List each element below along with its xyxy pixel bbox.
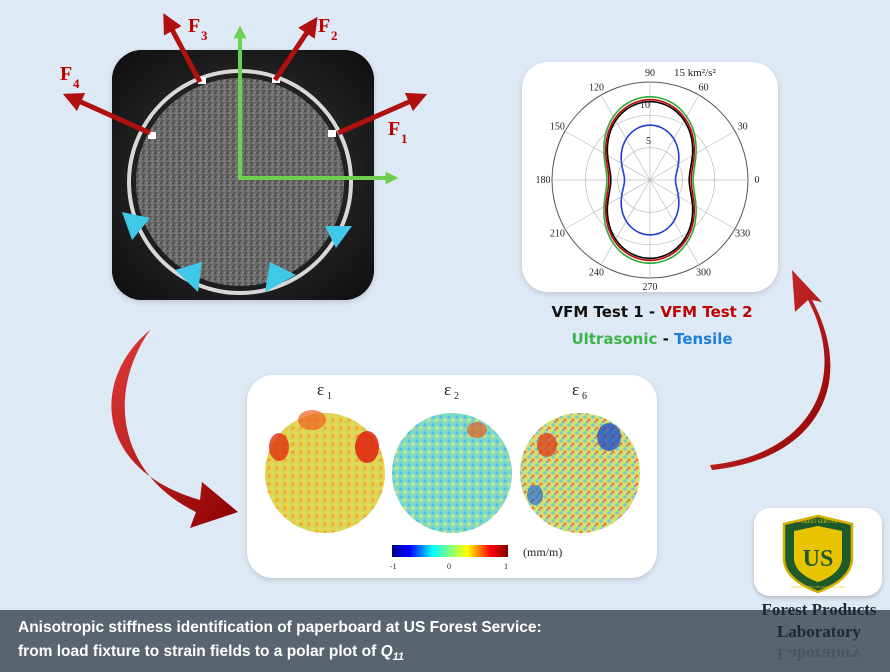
svg-text:2: 2 [454,391,459,402]
arrow-strain-to-polar [710,270,831,470]
legend-ultrasonic: Ultrasonic [571,330,658,348]
polar-curve-2 [604,98,696,262]
polar-unit-label: 15 km²/s² [674,67,716,79]
polar-angle-label-60: 60 [699,82,709,93]
svg-text:FOREST SERVICE: FOREST SERVICE [798,520,838,525]
polar-angle-label-210: 210 [550,229,565,240]
strain-map-e2 [392,413,512,533]
fpl-title-line-2: Laboratory [776,622,862,641]
forest-products-lab-badge: US FOREST SERVICE DEPARTMENT OF AGRICULT… [754,508,884,668]
svg-text:DEPARTMENT OF AGRICULTURE: DEPARTMENT OF AGRICULTURE [791,585,844,589]
polar-angle-label-300: 300 [696,268,711,279]
load-fixture-photo [112,50,374,300]
polar-curves [603,95,697,264]
polar-angle-label-0: 0 [755,175,760,186]
polar-plot-panel: 90 60 30 0 330 300 270 240 210 180 150 120 15 km²/s… [522,62,778,293]
polar-angle-label-150: 150 [550,122,565,133]
colorbar-max: 1 [504,562,508,571]
strain-label-1: ε [317,380,324,399]
polar-angle-label-240: 240 [589,268,604,279]
colorbar [392,545,508,557]
polar-curve-4 [620,124,680,236]
polar-angle-label-90: 90 [645,68,655,79]
colorbar-unit: (mm/m) [523,545,562,559]
strain-map-e1 [265,413,385,533]
strain-label-6: ε [572,380,579,399]
colorbar-min: -1 [390,562,397,571]
arrow-photo-to-strain [111,330,238,528]
polar-grid [551,81,749,279]
polar-spoke [649,179,700,266]
polar-spoke [649,94,700,181]
fixture-drawing [112,50,374,300]
radial-label-10: 10 [640,100,650,111]
polar-angle-label-120: 120 [589,82,604,93]
polar-spoke [600,94,651,181]
svg-text:1: 1 [327,391,332,402]
polar-curve-1 [606,100,694,260]
colorbar-mid: 0 [447,562,451,571]
fpl-reflection: Laboratory [776,645,862,664]
polar-spoke [600,179,651,266]
polar-curve-3 [603,95,697,264]
strain-map-e6 [520,413,640,533]
fpl-title-line-1: Forest Products [761,600,877,619]
polar-angle-label-270: 270 [643,282,658,292]
svg-text:6: 6 [582,391,587,402]
svg-text:US: US [803,546,834,572]
polar-angle-label-180: 180 [536,175,551,186]
polar-angle-label-30: 30 [738,122,748,133]
legend-vfm-test-2: VFM Test 2 [660,303,753,321]
caption-line-1: Anisotropic stiffness identification of … [18,619,542,636]
caption-line-2: from load fixture to strain fields to a … [18,643,405,664]
caption-bar: Anisotropic stiffness identification of … [0,610,890,672]
strain-label-2: ε [444,380,451,399]
forest-service-shield-logo: US FOREST SERVICE DEPARTMENT OF AGRICULT… [754,508,882,596]
legend-vfm-test-1: VFM Test 1 [551,303,644,321]
legend-tensile: Tensile [674,330,733,348]
polar-angle-label-330: 330 [735,229,750,240]
legend-line-2: Ultrasonic - Tensile [571,330,733,348]
legend-line-1: VFM Test 1 - VFM Test 2 [551,303,753,321]
radial-label-5: 5 [646,136,651,147]
